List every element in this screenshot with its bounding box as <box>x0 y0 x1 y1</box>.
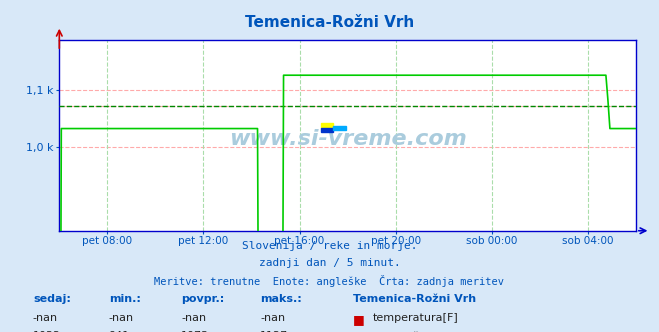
Bar <box>320 124 333 127</box>
Text: zadnji dan / 5 minut.: zadnji dan / 5 minut. <box>258 258 401 268</box>
Text: temperatura[F]: temperatura[F] <box>372 313 458 323</box>
Text: Slovenija / reke in morje.: Slovenija / reke in morje. <box>242 241 417 251</box>
Text: 1127: 1127 <box>260 331 289 332</box>
Text: min.:: min.: <box>109 294 140 304</box>
Text: -nan: -nan <box>33 313 58 323</box>
Text: 1073: 1073 <box>181 331 210 332</box>
Text: maks.:: maks.: <box>260 294 302 304</box>
Text: Temenica-Rožni Vrh: Temenica-Rožni Vrh <box>353 294 476 304</box>
Bar <box>333 125 346 130</box>
Text: ■: ■ <box>353 331 364 332</box>
Text: 1032: 1032 <box>33 331 61 332</box>
Bar <box>320 128 333 132</box>
Text: sedaj:: sedaj: <box>33 294 71 304</box>
Text: -nan: -nan <box>260 313 285 323</box>
Text: -nan: -nan <box>109 313 134 323</box>
Text: pretok[čevelj3/min]: pretok[čevelj3/min] <box>372 331 482 332</box>
Text: www.si-vreme.com: www.si-vreme.com <box>229 129 467 149</box>
Text: Meritve: trenutne  Enote: angleške  Črta: zadnja meritev: Meritve: trenutne Enote: angleške Črta: … <box>154 275 505 287</box>
Text: ■: ■ <box>353 313 364 326</box>
Text: povpr.:: povpr.: <box>181 294 225 304</box>
Text: 941: 941 <box>109 331 130 332</box>
Text: Temenica-Rožni Vrh: Temenica-Rožni Vrh <box>245 15 414 30</box>
Text: -nan: -nan <box>181 313 206 323</box>
